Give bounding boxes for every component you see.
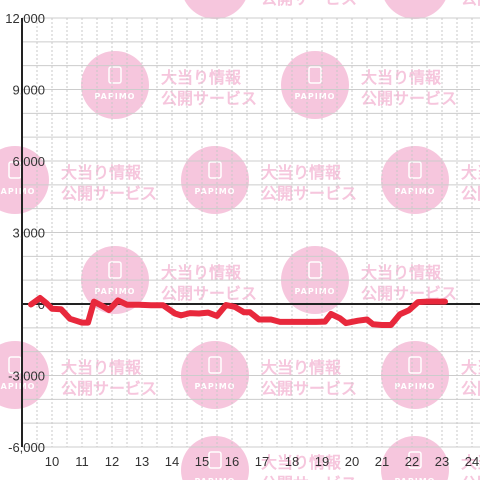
grid — [22, 17, 480, 448]
watermark-line1: 大当り情報 — [461, 163, 480, 182]
watermark-logo-text: PAPIMO — [295, 287, 336, 296]
y-tick-label: 3,000 — [12, 226, 45, 241]
y-tick-label: 0 — [38, 297, 45, 312]
watermark-line2: 公開サービス — [361, 284, 457, 303]
x-tick-label: 23 — [435, 454, 449, 469]
series-line — [28, 295, 448, 328]
x-tick-label: 19 — [315, 454, 329, 469]
watermark-logo-text: PAPIMO — [0, 382, 35, 391]
phone-icon — [208, 451, 222, 469]
watermark-logo-text: PAPIMO — [95, 92, 136, 101]
watermark-line2: 公開サービス — [61, 184, 157, 203]
y-tick-label: 6,000 — [12, 154, 45, 169]
y-tick-label: -3,000 — [8, 369, 45, 384]
watermark-logo-text: PAPIMO — [395, 187, 436, 196]
x-tick-label: 11 — [75, 454, 89, 469]
watermark-line1: 大当り情報 — [61, 163, 142, 182]
watermark-line1: 大当り情報 — [461, 358, 480, 377]
x-tick-label: 24 — [465, 454, 479, 469]
x-tick-label: 14 — [165, 454, 179, 469]
watermark-line1: 大当り情報 — [161, 263, 242, 282]
watermark-line1: 大当り情報 — [261, 358, 342, 377]
phone-icon — [408, 356, 422, 374]
phone-icon — [408, 451, 422, 469]
series-layer — [28, 295, 448, 328]
watermark-line1: 大当り情報 — [61, 358, 142, 377]
x-tick-label: 18 — [285, 454, 299, 469]
x-tick-label: 12 — [105, 454, 119, 469]
watermark-line2: 公開サービス — [261, 474, 357, 480]
watermark-line2: 公開サービス — [461, 184, 480, 203]
phone-icon — [108, 66, 122, 84]
x-tick-label: 10 — [45, 454, 59, 469]
watermark-line2: 公開サービス — [161, 284, 257, 303]
x-tick-label: 20 — [345, 454, 359, 469]
phone-icon — [308, 261, 322, 279]
phone-icon — [208, 356, 222, 374]
watermark-logo-text: PAPIMO — [395, 0, 436, 1]
phone-icon — [108, 261, 122, 279]
y-tick-label: -6,000 — [8, 440, 45, 455]
x-tick-label: 13 — [135, 454, 149, 469]
watermark-line1: 大当り情報 — [161, 68, 242, 87]
phone-icon — [208, 161, 222, 179]
x-tick-label: 22 — [405, 454, 419, 469]
watermark-line1: 大当り情報 — [261, 453, 342, 472]
watermark-logo-text: PAPIMO — [295, 92, 336, 101]
watermark-line1: 大当り情報 — [261, 163, 342, 182]
watermark-circle — [184, 0, 246, 19]
watermark-circle — [181, 146, 249, 214]
watermark-line1: 大当り情報 — [361, 263, 442, 282]
watermark-line2: 公開サービス — [261, 0, 357, 8]
watermark-logo-text: PAPIMO — [395, 477, 436, 480]
watermark-line2: 公開サービス — [261, 184, 357, 203]
watermark-circle — [81, 51, 149, 119]
watermark-circle — [381, 146, 449, 214]
watermark-circle — [281, 51, 349, 119]
watermark-logo-text: PAPIMO — [195, 0, 236, 1]
phone-icon — [308, 66, 322, 84]
watermark-line2: 公開サービス — [361, 89, 457, 108]
watermark-line2: 公開サービス — [261, 379, 357, 398]
watermark-line2: 公開サービス — [461, 379, 480, 398]
watermark-logo-text: PAPIMO — [195, 382, 236, 391]
x-tick-label: 21 — [375, 454, 389, 469]
x-tick-label: 16 — [225, 454, 239, 469]
watermark-line2: 公開サービス — [461, 0, 480, 8]
watermark-line1: 大当り情報 — [361, 68, 442, 87]
y-tick-label: 12,000 — [5, 11, 45, 26]
watermark-logo-text: PAPIMO — [395, 382, 436, 391]
watermark-logo-text: PAPIMO — [195, 477, 236, 480]
watermark-line2: 公開サービス — [61, 379, 157, 398]
phone-icon — [408, 161, 422, 179]
watermark-line2: 公開サービス — [161, 89, 257, 108]
watermark-logo-text: PAPIMO — [0, 187, 35, 196]
watermark-line2: 公開サービス — [461, 474, 480, 480]
x-tick-label: 17 — [255, 454, 269, 469]
watermark-circle — [384, 0, 446, 19]
watermark-logo-text: PAPIMO — [195, 187, 236, 196]
watermark-line1: 大当り情報 — [461, 453, 480, 472]
y-tick-label: 9,000 — [12, 83, 45, 98]
x-tick-label: 15 — [195, 454, 209, 469]
watermark-logo-text: PAPIMO — [95, 287, 136, 296]
